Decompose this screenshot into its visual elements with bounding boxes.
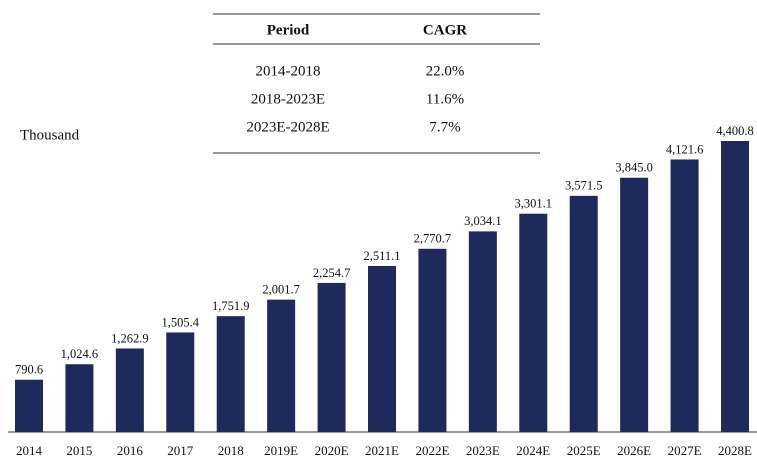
value-label: 2,001.7 [262,283,300,297]
value-label: 3,845.0 [615,161,653,175]
bar [721,141,749,432]
x-tick-label: 2015 [66,443,92,458]
bar [368,265,396,432]
table-header: Period [267,22,310,38]
table-cell: 2014-2018 [256,63,321,79]
value-label: 4,121.6 [666,142,704,156]
table-header: CAGR [423,22,467,38]
x-tick-label: 2014 [16,443,43,458]
value-label: 1,262.9 [111,331,149,345]
bar [166,332,195,432]
bar [418,248,447,432]
x-tick-label: 2018 [218,443,244,458]
table-cell: 2023E-2028E [246,119,329,135]
value-label: 1,024.6 [61,347,99,361]
bar [267,299,296,432]
value-label: 2,770.7 [414,232,452,246]
x-tick-label: 2025E [567,443,601,458]
value-label: 1,751.9 [212,299,250,313]
table-cell: 22.0% [426,63,465,79]
x-tick-label: 2017 [167,443,194,458]
bar [216,316,245,432]
value-label: 2,511.1 [363,249,400,263]
value-label: 3,301.1 [515,197,553,211]
x-tick-label: 2016 [117,443,144,458]
table-cell: 2018-2023E [251,91,325,107]
x-tick-label: 2023E [466,443,500,458]
x-tick-label: 2022E [415,443,449,458]
unit-label: Thousand [20,127,80,143]
value-label: 3,571.5 [565,179,603,193]
x-tick-label: 2026E [617,443,651,458]
value-label: 4,400.8 [716,124,754,138]
x-tick-label: 2021E [365,443,399,458]
x-tick-label: 2019E [264,443,298,458]
x-tick-label: 2020E [315,443,349,458]
table-cell: 11.6% [426,91,464,107]
bar [15,379,43,432]
value-label: 1,505.4 [162,315,200,329]
x-tick-label: 2027E [668,443,702,458]
bar [115,348,144,432]
value-label: 2,254.7 [313,266,351,280]
bar [317,282,346,432]
bar [65,364,94,432]
x-tick-label: 2024E [516,443,550,458]
bar [670,159,699,432]
value-label: 790.6 [15,363,43,377]
value-label: 3,034.1 [464,214,502,228]
bar [519,213,548,432]
x-tick-label: 2028E [718,443,752,458]
bar [468,231,497,432]
bar [569,195,598,432]
table-cell: 7.7% [429,119,460,135]
bar [620,177,649,432]
